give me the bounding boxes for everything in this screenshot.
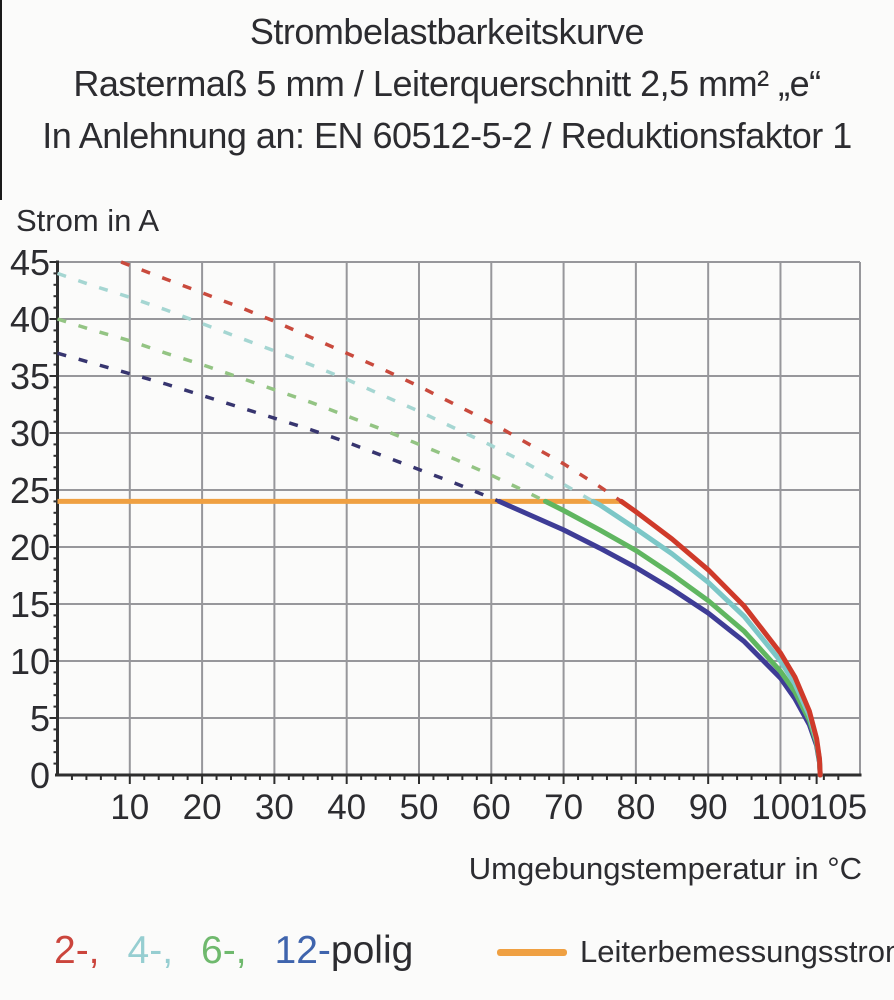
curve-4-polig-dashed: [56, 271, 595, 503]
legend-poles: 2-, 4-, 6-, 12-polig: [54, 929, 413, 973]
y-tick-label: 10: [10, 641, 50, 682]
y-axis-title: Strom in A: [16, 203, 159, 238]
legend-poles-suffix: polig: [330, 929, 414, 972]
left-edge-border: [0, 0, 2, 200]
x-tick-label: 40: [327, 788, 366, 827]
legend-reference: Leiterbemessungsstrom: [497, 934, 894, 970]
x-tick-label: 90: [689, 788, 728, 827]
chart-title-block: Strombelastbarkeitskurve Rastermaß 5 mm …: [0, 6, 894, 162]
curve-12-polig-solid: [496, 498, 823, 778]
curve-12-polig-dashed: [57, 351, 500, 504]
x-tick-label: 80: [616, 788, 655, 827]
curve-6-polig-dashed: [56, 317, 547, 503]
y-tick-label: 25: [10, 470, 50, 511]
x-tick-label: 60: [472, 788, 511, 827]
y-tick-label: 35: [10, 356, 50, 397]
y-tick-label: 45: [10, 242, 50, 283]
reference-line-swatch: [497, 948, 567, 956]
legend-pole-label: 6-,: [201, 929, 247, 972]
x-tick-label: 30: [255, 788, 294, 827]
x-tick-label: 50: [400, 788, 439, 827]
y-tick-label: 40: [10, 299, 50, 340]
title-line-3: In Anlehnung an: EN 60512-5-2 / Reduktio…: [42, 115, 852, 156]
curve-4-polig-solid: [590, 498, 823, 778]
x-tick-label: 70: [544, 788, 583, 827]
curve-6-polig-solid: [543, 498, 823, 778]
legend-pole-label: 12-: [274, 929, 331, 972]
x-tick-label: 20: [183, 788, 222, 827]
title-line-2: Rastermaß 5 mm / Leiterquerschnitt 2,5 m…: [73, 63, 821, 104]
legend-poles-group: 2-, 4-, 6-, 12-: [54, 929, 331, 972]
y-tick-label: 15: [10, 584, 50, 625]
x-tick-label: 10: [110, 788, 149, 827]
y-tick-label: 20: [10, 527, 50, 568]
title-line-1: Strombelastbarkeitskurve: [249, 11, 645, 52]
y-tick-label: 5: [30, 698, 50, 739]
legend-pole-label: 2-,: [54, 929, 100, 972]
x-tick-label: 105: [809, 788, 867, 827]
curve-2-polig-solid: [618, 498, 823, 778]
y-tick-label: 0: [30, 755, 50, 796]
reference-line-label: Leiterbemessungsstrom: [580, 934, 894, 969]
curve-2-polig-dashed: [120, 260, 623, 503]
x-axis-title: Umgebungstemperatur in °C: [468, 851, 862, 886]
legend-pole-label: 4-,: [127, 929, 174, 972]
x-tick-label: 100: [751, 788, 809, 827]
y-tick-label: 30: [10, 413, 50, 454]
